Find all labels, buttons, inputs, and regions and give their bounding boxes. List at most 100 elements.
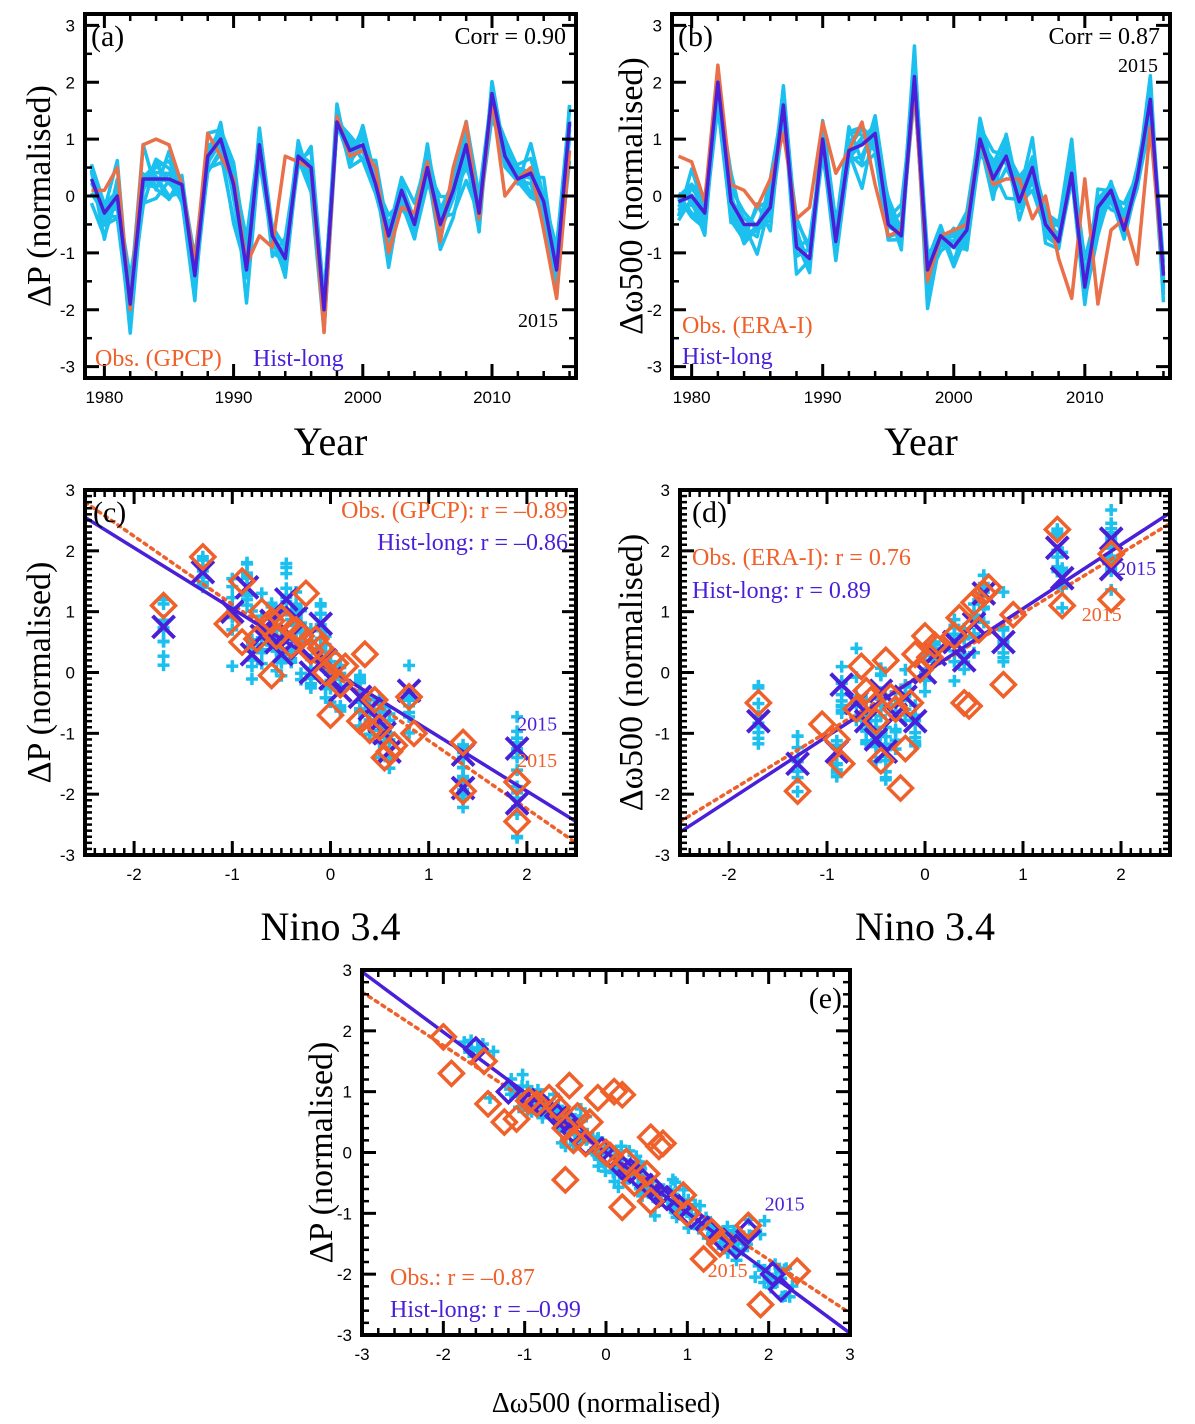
obs-point <box>1047 591 1077 621</box>
ensemble-member-point <box>749 1271 762 1284</box>
obs-point <box>846 651 876 681</box>
ensemble-member-point <box>157 659 170 672</box>
obs-point <box>554 1071 584 1101</box>
y-tick-label: 1 <box>343 1083 352 1102</box>
y-tick-label: 3 <box>343 961 352 980</box>
x-axis-label: Nino 3.4 <box>261 904 401 949</box>
ensemble-member-point <box>1105 504 1118 517</box>
ensemble-member-point <box>850 642 863 655</box>
obs-point <box>890 734 920 764</box>
hist-long-point <box>767 1275 795 1303</box>
obs-point <box>697 1217 727 1247</box>
obs-point <box>502 807 532 837</box>
x-tick-label: 0 <box>601 1345 610 1364</box>
obs-point <box>988 670 1018 700</box>
obs-point <box>998 600 1028 630</box>
x-tick-label: 0 <box>920 865 929 884</box>
y-tick-label: 1 <box>66 130 75 149</box>
y-tick-label: -1 <box>647 244 662 263</box>
x-tick-label: -1 <box>517 1345 532 1364</box>
ensemble-member-point <box>752 697 765 710</box>
y-tick-label: 3 <box>653 16 662 35</box>
obs-point <box>188 542 218 572</box>
x-tick-label: 1980 <box>85 388 123 407</box>
obs-point <box>822 724 852 754</box>
x-tick-label: 2000 <box>344 388 382 407</box>
obs-point <box>542 1092 572 1122</box>
plot-frame <box>670 12 1172 380</box>
cross-stroke <box>1044 535 1070 561</box>
hist-long-point <box>868 678 894 704</box>
obs-point <box>379 731 409 760</box>
y-tick-label: -3 <box>60 846 75 865</box>
obs-point <box>330 651 360 681</box>
cross-stroke <box>151 614 176 640</box>
x-tick-label: 1 <box>424 865 433 884</box>
y-tick-label: -1 <box>60 244 75 263</box>
y-tick-label: -1 <box>655 724 670 743</box>
obs-point <box>534 1083 564 1113</box>
obs-point <box>1042 515 1072 545</box>
hist-long-point <box>745 708 771 734</box>
cross-stroke <box>990 629 1016 655</box>
x-tick-label: 0 <box>326 865 335 884</box>
cross-stroke <box>1049 565 1075 591</box>
hist-long-point <box>494 1078 522 1106</box>
x-tick-label: 2 <box>1116 865 1125 884</box>
y-axis-label: ΔP (normalised) <box>303 1042 340 1264</box>
obs-point <box>866 746 896 776</box>
plot-area <box>680 504 1170 834</box>
obs-point <box>469 1046 499 1076</box>
legend-obs: Obs. (ERA-I) <box>682 313 813 339</box>
ensemble-member-point <box>648 1209 661 1222</box>
ensemble-member-point <box>1105 517 1118 530</box>
ensemble-member-point <box>241 589 254 602</box>
cross-stroke <box>367 708 393 734</box>
y-tick-label: -3 <box>655 846 670 865</box>
cross-stroke <box>504 736 530 761</box>
ensemble-member-point <box>919 685 931 698</box>
y-tick-label: -1 <box>337 1204 352 1223</box>
hist-long-point <box>941 629 967 655</box>
obs-point <box>306 633 336 663</box>
ensemble-member-point <box>666 1173 679 1186</box>
cross-stroke <box>745 708 771 734</box>
legend-obs: Obs.: r = –0.87 <box>390 1265 535 1291</box>
ensemble-member-point <box>280 561 293 574</box>
ensemble-member-point <box>157 597 170 610</box>
ensemble-member-point <box>997 646 1010 659</box>
y-tick-label: -2 <box>337 1265 352 1284</box>
corr-annotation: Corr = 0.87 <box>1048 24 1160 50</box>
cross-stroke <box>396 678 422 704</box>
legend-obs: Obs. (GPCP): r = –0.89 <box>341 498 568 524</box>
ensemble-member-point <box>226 660 239 673</box>
ensemble-member-point <box>889 725 902 738</box>
hist-long-point <box>829 672 855 698</box>
obs-point <box>301 624 331 654</box>
hist-long-point <box>396 678 422 704</box>
x-tick-label: 2010 <box>473 388 511 407</box>
hist-long-point <box>190 559 216 585</box>
hist-long-series-line <box>677 74 1166 289</box>
ensemble-member-point <box>879 754 892 767</box>
obs-point <box>939 621 969 651</box>
y-tick-label: 0 <box>661 664 670 683</box>
panel-label: (b) <box>678 20 713 53</box>
legend-hist-long: Hist-long: r = 0.89 <box>692 578 871 604</box>
plot-area <box>362 970 850 1335</box>
ensemble-member-point <box>196 550 209 563</box>
ensemble-member-point <box>1051 527 1064 540</box>
obs-point <box>705 1229 735 1259</box>
hist-long-point <box>219 599 245 625</box>
cross-stroke <box>922 641 948 667</box>
y-axis-label: ΔP (normalised) <box>21 562 58 784</box>
ensemble-member-point <box>314 599 327 612</box>
obs-point <box>648 1128 678 1158</box>
obs-point <box>619 1168 649 1198</box>
obs-point <box>746 1290 776 1320</box>
hist-long-2015-label: 2015 <box>765 1193 805 1215</box>
x-tick-label: -1 <box>225 865 240 884</box>
legend-obs: Obs. (GPCP) <box>95 346 222 372</box>
y-tick-label: 3 <box>66 16 75 35</box>
ensemble-member-point <box>694 1199 707 1212</box>
